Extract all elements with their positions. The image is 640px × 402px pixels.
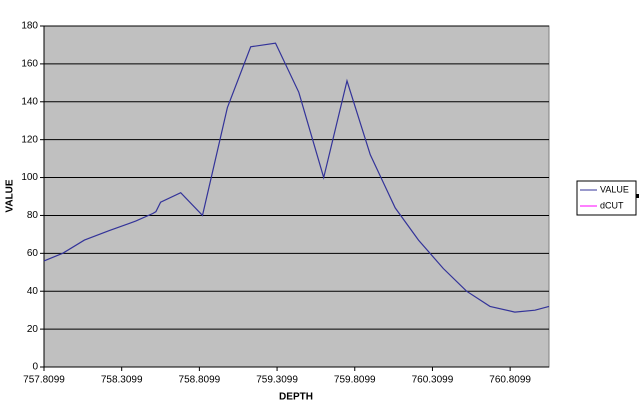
y-tick-label: 20 <box>27 324 39 335</box>
x-tick-label: 757.8099 <box>23 375 65 386</box>
legend-label: VALUE <box>600 184 629 194</box>
x-axis-label: DEPTH <box>279 392 313 402</box>
y-tick-label: 160 <box>21 59 38 70</box>
y-tick-label: 180 <box>21 21 38 32</box>
y-tick-label: 60 <box>27 248 39 259</box>
x-tick-label: 759.3099 <box>256 375 298 386</box>
y-tick-label: 40 <box>27 286 39 297</box>
y-tick-label: 100 <box>21 172 38 183</box>
y-axis-label: VALUE <box>5 179 16 212</box>
legend-handle <box>636 194 639 198</box>
y-tick-label: 0 <box>32 362 38 373</box>
x-tick-label: 760.3099 <box>412 375 454 386</box>
plot-area <box>43 25 550 368</box>
y-tick-label: 140 <box>21 96 38 107</box>
legend-label: dCUT <box>600 200 624 210</box>
data-line <box>43 42 550 313</box>
y-tick-label: 80 <box>27 210 39 221</box>
y-tick-label: 120 <box>21 134 38 145</box>
x-tick-label: 758.3099 <box>101 375 143 386</box>
x-tick-label: 759.8099 <box>334 375 376 386</box>
x-tick-label: 760.8099 <box>489 375 531 386</box>
x-tick-label: 758.8099 <box>179 375 221 386</box>
